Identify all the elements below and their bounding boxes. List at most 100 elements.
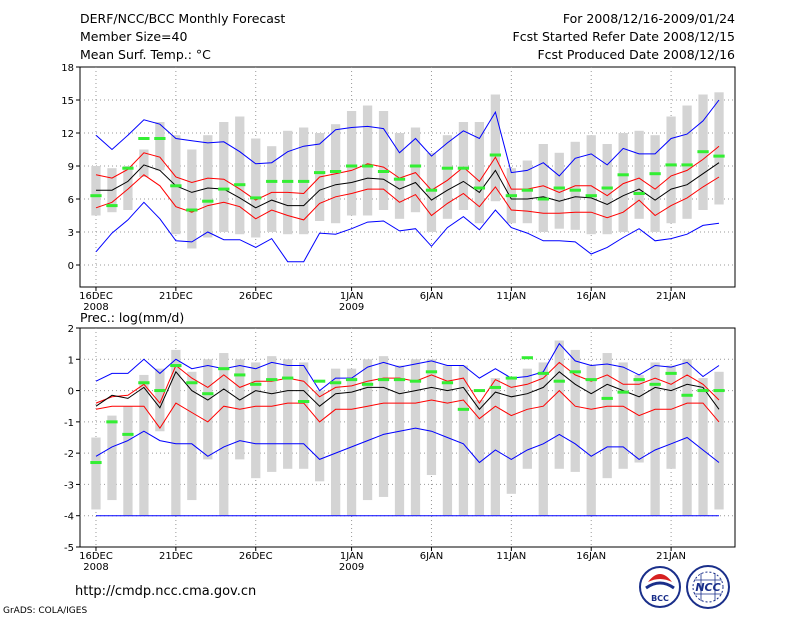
x-tick-label: 21JAN	[656, 291, 686, 302]
ncc-logo-text: NCC	[695, 581, 720, 594]
ensemble-box	[490, 378, 500, 516]
y-tick-label: 18	[61, 63, 74, 74]
ensemble-box	[91, 437, 101, 510]
ensemble-box	[586, 365, 596, 516]
y-tick-label: 12	[61, 129, 74, 140]
ensemble-box	[203, 359, 213, 460]
ncc-logo: NCC	[686, 565, 730, 609]
ensemble-box	[203, 135, 213, 238]
ensemble-box	[155, 122, 165, 171]
y-tick-label: 15	[61, 96, 74, 107]
ensemble-box	[219, 122, 229, 232]
ensemble-box	[602, 353, 612, 479]
header-period: For 2008/12/16-2009/01/24	[563, 11, 735, 26]
ensemble-box	[522, 160, 532, 224]
ensemble-box	[299, 362, 309, 469]
x-tick-label: 16DEC	[79, 291, 113, 302]
x-tick-label: 16JAN	[576, 551, 606, 562]
y-tick-label: 6	[68, 195, 74, 206]
ensemble-box	[458, 365, 469, 516]
ensemble-box	[267, 146, 277, 232]
series-min-line	[95, 201, 720, 263]
y-tick-label: 0	[68, 261, 74, 272]
x-tick-year: 2009	[339, 562, 364, 573]
ensemble-box	[139, 149, 149, 177]
ensemble-box	[634, 130, 644, 219]
ensemble-box	[378, 111, 389, 210]
series-max-line	[95, 99, 720, 177]
plot-frame	[79, 327, 736, 548]
ensemble-box	[426, 152, 437, 232]
ensemble-box	[506, 378, 516, 494]
ensemble-box	[570, 349, 580, 472]
header-produced-date: Fcst Produced Date 2008/12/16	[537, 47, 735, 62]
ensemble-box	[123, 406, 133, 516]
y-tick-label: 2	[68, 324, 74, 335]
ensemble-box	[714, 92, 724, 205]
y-tick-label: 3	[68, 228, 74, 239]
ensemble-box	[394, 365, 405, 516]
bcc-logo-text: BCC	[651, 594, 669, 603]
y-tick-label: -4	[64, 512, 74, 523]
plot-frame	[79, 66, 736, 288]
y-tick-label: -5	[64, 543, 74, 554]
ensemble-box	[474, 122, 485, 224]
ensemble-box	[155, 368, 165, 432]
ensemble-box	[235, 116, 245, 235]
series-upper-line	[95, 145, 720, 201]
bcc-logo: BCC	[639, 566, 681, 608]
ensemble-box	[315, 390, 325, 482]
x-tick-label: 26DEC	[239, 291, 273, 302]
ensemble-box	[330, 368, 341, 516]
ensemble-box	[410, 359, 421, 516]
x-tick-label: 1JAN	[340, 551, 363, 562]
ensemble-box	[394, 133, 405, 219]
header-variable: Mean Surf. Temp.: °C	[80, 47, 211, 62]
x-tick-label: 6JAN	[420, 551, 443, 562]
ensemble-box	[554, 152, 564, 229]
ensemble-box	[267, 356, 277, 472]
ensemble-box	[171, 349, 181, 516]
y-tick-label: -3	[64, 480, 74, 491]
ensemble-box	[378, 356, 389, 497]
ensemble-box	[187, 149, 197, 249]
series-mean-line	[96, 162, 720, 209]
x-tick-year: 2009	[339, 302, 364, 313]
ensemble-box	[474, 399, 485, 516]
grads-credit: GrADS: COLA/IGES	[3, 606, 87, 616]
header-title: DERF/NCC/BCC Monthly Forecast	[80, 11, 285, 26]
ensemble-box	[714, 371, 724, 510]
x-tick-label: 16JAN	[576, 291, 606, 302]
y-tick-label: -2	[64, 449, 74, 460]
y-tick-label: -1	[64, 418, 74, 429]
header-started-date: Fcst Started Refer Date 2008/12/15	[513, 29, 736, 44]
ensemble-box	[91, 166, 101, 216]
precip-label: Prec.: log(mm/d)	[80, 310, 184, 325]
ensemble-box	[458, 122, 469, 210]
ensemble-box	[426, 359, 437, 476]
series-max-line	[95, 342, 720, 392]
x-tick-year: 2008	[83, 562, 108, 573]
x-tick-label: 16DEC	[79, 551, 113, 562]
ensemble-box	[538, 144, 548, 232]
ensemble-box	[346, 368, 357, 516]
ensemble-box	[538, 362, 548, 516]
ensemble-box	[123, 166, 133, 210]
ensemble-box	[650, 362, 660, 516]
ensemble-box	[442, 135, 453, 219]
ensemble-box	[522, 368, 532, 469]
x-tick-label: 1JAN	[340, 291, 363, 302]
ensemble-box	[251, 138, 261, 238]
ensemble-box	[634, 374, 644, 463]
y-tick-label: 0	[68, 387, 74, 398]
ensemble-box	[219, 353, 229, 516]
ensemble-box	[187, 371, 197, 501]
ensemble-box	[490, 94, 500, 202]
ensemble-box	[139, 374, 149, 516]
x-tick-year: 2008	[83, 302, 108, 313]
y-tick-label: 1	[68, 355, 74, 366]
ensemble-box	[698, 378, 708, 516]
series-lower-line	[95, 389, 720, 429]
ensemble-box	[666, 365, 676, 469]
